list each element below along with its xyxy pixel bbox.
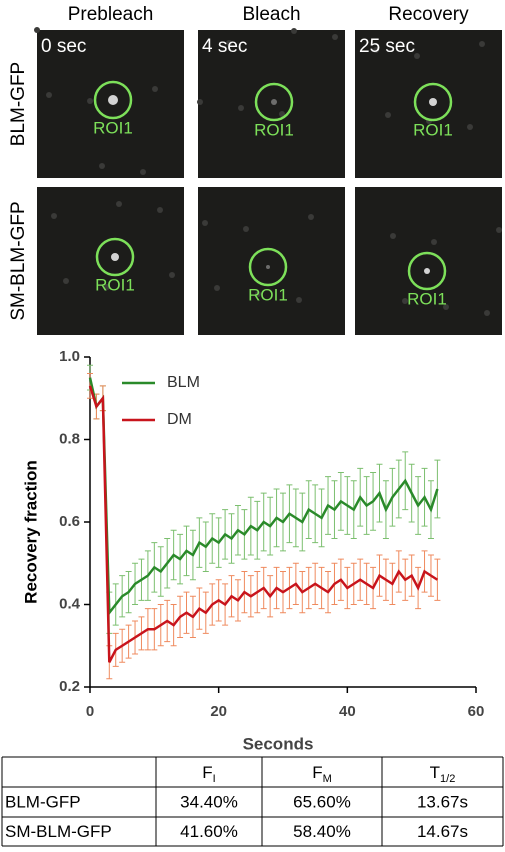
y-tick-label: 1.0: [59, 348, 80, 365]
y-tick-label: 0.2: [59, 678, 80, 695]
roi-circle: [407, 251, 447, 291]
noise: [431, 239, 437, 245]
noise: [63, 278, 69, 284]
noise: [291, 28, 297, 34]
noise: [169, 272, 175, 278]
noise: [152, 86, 158, 92]
series-line: [88, 377, 439, 617]
noise: [46, 92, 52, 98]
x-tick-label: 60: [468, 703, 485, 720]
noise: [255, 291, 261, 297]
noise: [414, 53, 420, 59]
image-panel: [355, 30, 502, 178]
noise: [34, 27, 40, 33]
roi-circle: [248, 247, 288, 287]
roi-circle: [95, 237, 135, 277]
series-line: [88, 385, 439, 663]
x-tick-label: 40: [339, 703, 356, 720]
table-header: FM: [312, 763, 332, 784]
noise: [99, 163, 105, 169]
table-header: T1/2: [430, 763, 456, 784]
noise: [496, 227, 502, 233]
header-text: T: [430, 763, 440, 782]
x-tick-label: 20: [210, 703, 227, 720]
noise: [238, 105, 244, 111]
column-header: Recovery: [388, 4, 469, 25]
noise: [104, 284, 110, 290]
noise: [373, 47, 379, 53]
noise: [308, 214, 314, 220]
spot: [108, 95, 118, 105]
table-cell: 65.60%: [293, 792, 351, 811]
noise: [332, 34, 338, 40]
roi-label: ROI1: [407, 289, 447, 308]
noise: [202, 220, 208, 226]
table-cell: 34.40%: [180, 792, 238, 811]
roi-label: ROI1: [95, 275, 135, 294]
noise: [140, 169, 146, 175]
y-tick-label: 0.4: [59, 595, 81, 612]
table-header: FI: [202, 763, 215, 784]
table-cell: 58.40%: [293, 822, 351, 841]
row-label: SM-BLM-GFP: [8, 201, 29, 320]
noise: [157, 207, 163, 213]
row-label: BLM-GFP: [8, 62, 29, 146]
table-cell: SM-BLM-GFP: [5, 822, 112, 841]
legend-label: BLM: [167, 374, 200, 391]
header-subscript: I: [213, 773, 216, 785]
noise: [214, 285, 220, 291]
spot: [271, 99, 277, 105]
roi-circle: [413, 82, 453, 122]
noise: [402, 298, 408, 304]
noise: [479, 41, 485, 47]
noise: [116, 201, 122, 207]
spot: [111, 253, 119, 261]
column-header: Prebleach: [68, 4, 154, 25]
image-panel: [198, 30, 345, 178]
time-label: 4 sec: [202, 36, 247, 57]
y-tick-label: 0.8: [59, 430, 80, 447]
noise: [279, 111, 285, 117]
roi-circle: [93, 80, 133, 120]
noise: [197, 99, 203, 105]
roi-circle: [254, 82, 294, 122]
table-cell: BLM-GFP: [5, 792, 81, 811]
noise: [51, 213, 57, 219]
noise: [243, 226, 249, 232]
noise: [226, 40, 232, 46]
roi-label: ROI1: [93, 118, 133, 137]
noise: [296, 297, 302, 303]
header-text: F: [312, 763, 322, 782]
image-panel: [355, 187, 502, 335]
noise: [390, 233, 396, 239]
time-label: 25 sec: [359, 36, 415, 57]
y-axis-label: Recovery fraction: [21, 460, 40, 604]
header-subscript: M: [323, 773, 332, 785]
roi-label: ROI1: [254, 120, 294, 139]
noise: [443, 304, 449, 310]
time-label: 0 sec: [41, 36, 86, 57]
table-cell: 13.67s: [417, 792, 468, 811]
x-tick-label: 0: [86, 703, 94, 720]
legend-label: DM: [167, 411, 192, 428]
image-panel: [198, 187, 345, 335]
x-axis-label: Seconds: [243, 734, 314, 753]
spot: [429, 98, 437, 106]
table-cell: 14.67s: [417, 822, 468, 841]
roi-label: ROI1: [248, 285, 288, 304]
header-subscript: 1/2: [440, 773, 455, 785]
spot: [424, 268, 430, 274]
roi-label: ROI1: [413, 120, 453, 139]
table-cell: 41.60%: [180, 822, 238, 841]
noise: [87, 98, 93, 104]
y-tick-label: 0.6: [59, 513, 80, 530]
column-header: Bleach: [242, 4, 300, 25]
header-text: F: [202, 763, 212, 782]
noise: [484, 310, 490, 316]
noise: [467, 124, 473, 130]
noise: [385, 112, 391, 118]
spot: [266, 265, 270, 269]
